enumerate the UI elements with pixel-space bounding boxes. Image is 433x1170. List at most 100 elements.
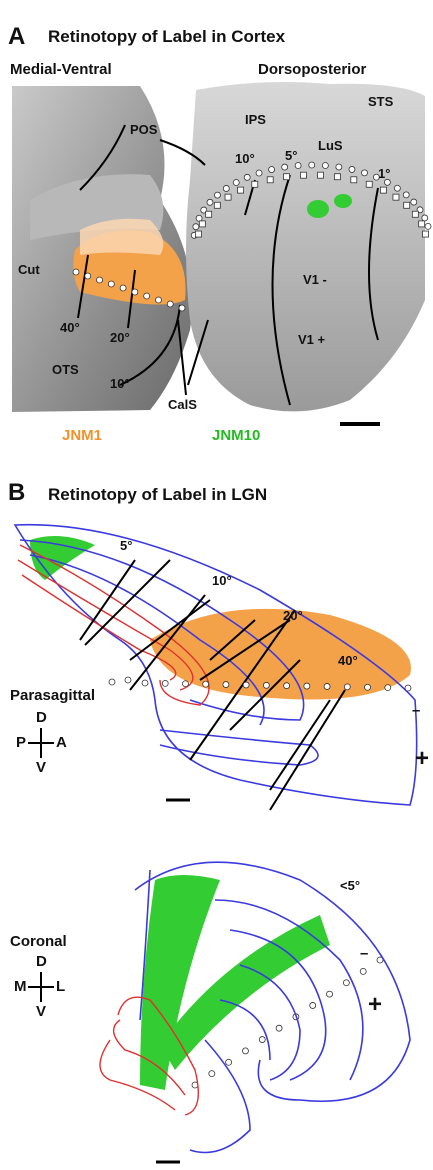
marker-dot — [276, 1025, 282, 1031]
marker-dot — [267, 177, 273, 183]
compass-label: D — [36, 709, 47, 726]
marker-dot — [269, 167, 275, 173]
marker-dot — [243, 682, 249, 688]
marker-dot — [233, 179, 239, 185]
marker-dot — [244, 174, 250, 180]
marker-dot — [252, 181, 258, 187]
marker-dot — [295, 163, 301, 169]
marker-dot — [327, 991, 333, 997]
marker-dot — [385, 685, 391, 691]
marker-dot — [214, 202, 220, 208]
view-label: Medial-Ventral — [10, 61, 112, 78]
marker-dot — [351, 177, 357, 183]
eccentricity-label: 10° — [212, 573, 232, 588]
panel-letter: B — [8, 479, 25, 506]
marker-dot — [324, 683, 330, 689]
view-label: Dorsoposterior — [258, 61, 367, 78]
sulcus-label: POS — [130, 122, 158, 137]
compass-label: M — [14, 978, 27, 995]
compass-label: L — [56, 978, 65, 995]
marker-dot — [142, 680, 148, 686]
marker-dot — [85, 273, 91, 279]
marker-dot — [167, 301, 173, 307]
section-label: Parasagittal — [10, 687, 95, 704]
sulcus-label: IPS — [245, 112, 266, 127]
sulcus-label: CalS — [168, 397, 197, 412]
sign-label: – — [412, 702, 420, 719]
marker-dot — [349, 166, 355, 172]
marker-dot — [132, 289, 138, 295]
panel-title: Retinotopy of Label in LGN — [48, 485, 267, 504]
marker-dot — [404, 202, 410, 208]
marker-dot — [362, 170, 368, 176]
eccentricity-label: <5° — [340, 878, 360, 893]
marker-dot — [155, 297, 161, 303]
marker-dot — [207, 199, 213, 205]
v1-label: V1 + — [298, 332, 326, 347]
compass-label: V — [36, 759, 46, 776]
marker-dot — [380, 187, 386, 193]
marker-dot — [282, 164, 288, 170]
marker-dot — [393, 194, 399, 200]
sign-label: – — [360, 945, 368, 962]
marker-dot — [304, 683, 310, 689]
marker-dot — [366, 181, 372, 187]
marker-dot — [226, 1059, 232, 1065]
marker-dot — [422, 215, 428, 221]
compass-cross — [28, 972, 54, 1002]
marker-dot — [284, 174, 290, 180]
eccentricity-label: 40° — [338, 653, 358, 668]
marker-dot — [394, 185, 400, 191]
marker-dot — [336, 164, 342, 170]
marker-dot — [423, 231, 429, 237]
marker-dot — [206, 211, 212, 217]
eccentricity-label: 5° — [120, 538, 132, 553]
marker-dot — [344, 684, 350, 690]
eccentricity-label: 1° — [378, 166, 390, 181]
marker-dot — [405, 685, 411, 691]
label-region — [307, 200, 329, 218]
marker-dot — [109, 679, 115, 685]
marker-dot — [162, 680, 168, 686]
section-label: Coronal — [10, 933, 67, 950]
marker-dot — [223, 682, 229, 688]
sulcus-label: LuS — [318, 138, 343, 153]
marker-dot — [120, 285, 126, 291]
marker-dot — [259, 1037, 265, 1043]
marker-dot — [310, 1002, 316, 1008]
sign-label: + — [368, 991, 382, 1018]
panel-title: Retinotopy of Label in Cortex — [48, 27, 286, 46]
marker-dot — [343, 980, 349, 986]
sulcus-label: STS — [368, 94, 394, 109]
marker-dot — [144, 293, 150, 299]
sulcus-label: OTS — [52, 362, 79, 377]
compass-label: V — [36, 1003, 46, 1020]
eccentricity-label: 40° — [60, 320, 80, 335]
case-label: JNM1 — [62, 427, 102, 444]
marker-dot — [238, 187, 244, 193]
figure: A Retinotopy of Label in Cortex Medial-V… — [0, 0, 433, 1170]
eccentricity-label: 5° — [285, 148, 297, 163]
marker-dot — [214, 192, 220, 198]
cut-label: Cut — [18, 262, 40, 277]
marker-dot — [425, 223, 431, 229]
marker-dot — [196, 215, 202, 221]
marker-dot — [419, 221, 425, 227]
case-label: JNM10 — [212, 427, 260, 444]
compass-cross — [28, 728, 54, 758]
marker-dot — [242, 1048, 248, 1054]
marker-dot — [318, 172, 324, 178]
eccentricity-label: 20° — [110, 330, 130, 345]
marker-dot — [225, 194, 231, 200]
marker-dot — [411, 199, 417, 205]
marker-dot — [195, 231, 201, 237]
marker-dot — [108, 281, 114, 287]
marker-dot — [125, 677, 131, 683]
marker-dot — [263, 682, 269, 688]
sign-label: + — [415, 745, 429, 772]
compass-label: A — [56, 734, 67, 751]
marker-dot — [203, 681, 209, 687]
marker-dot — [403, 192, 409, 198]
brain-dorsal — [186, 82, 425, 411]
marker-dot — [193, 224, 199, 230]
